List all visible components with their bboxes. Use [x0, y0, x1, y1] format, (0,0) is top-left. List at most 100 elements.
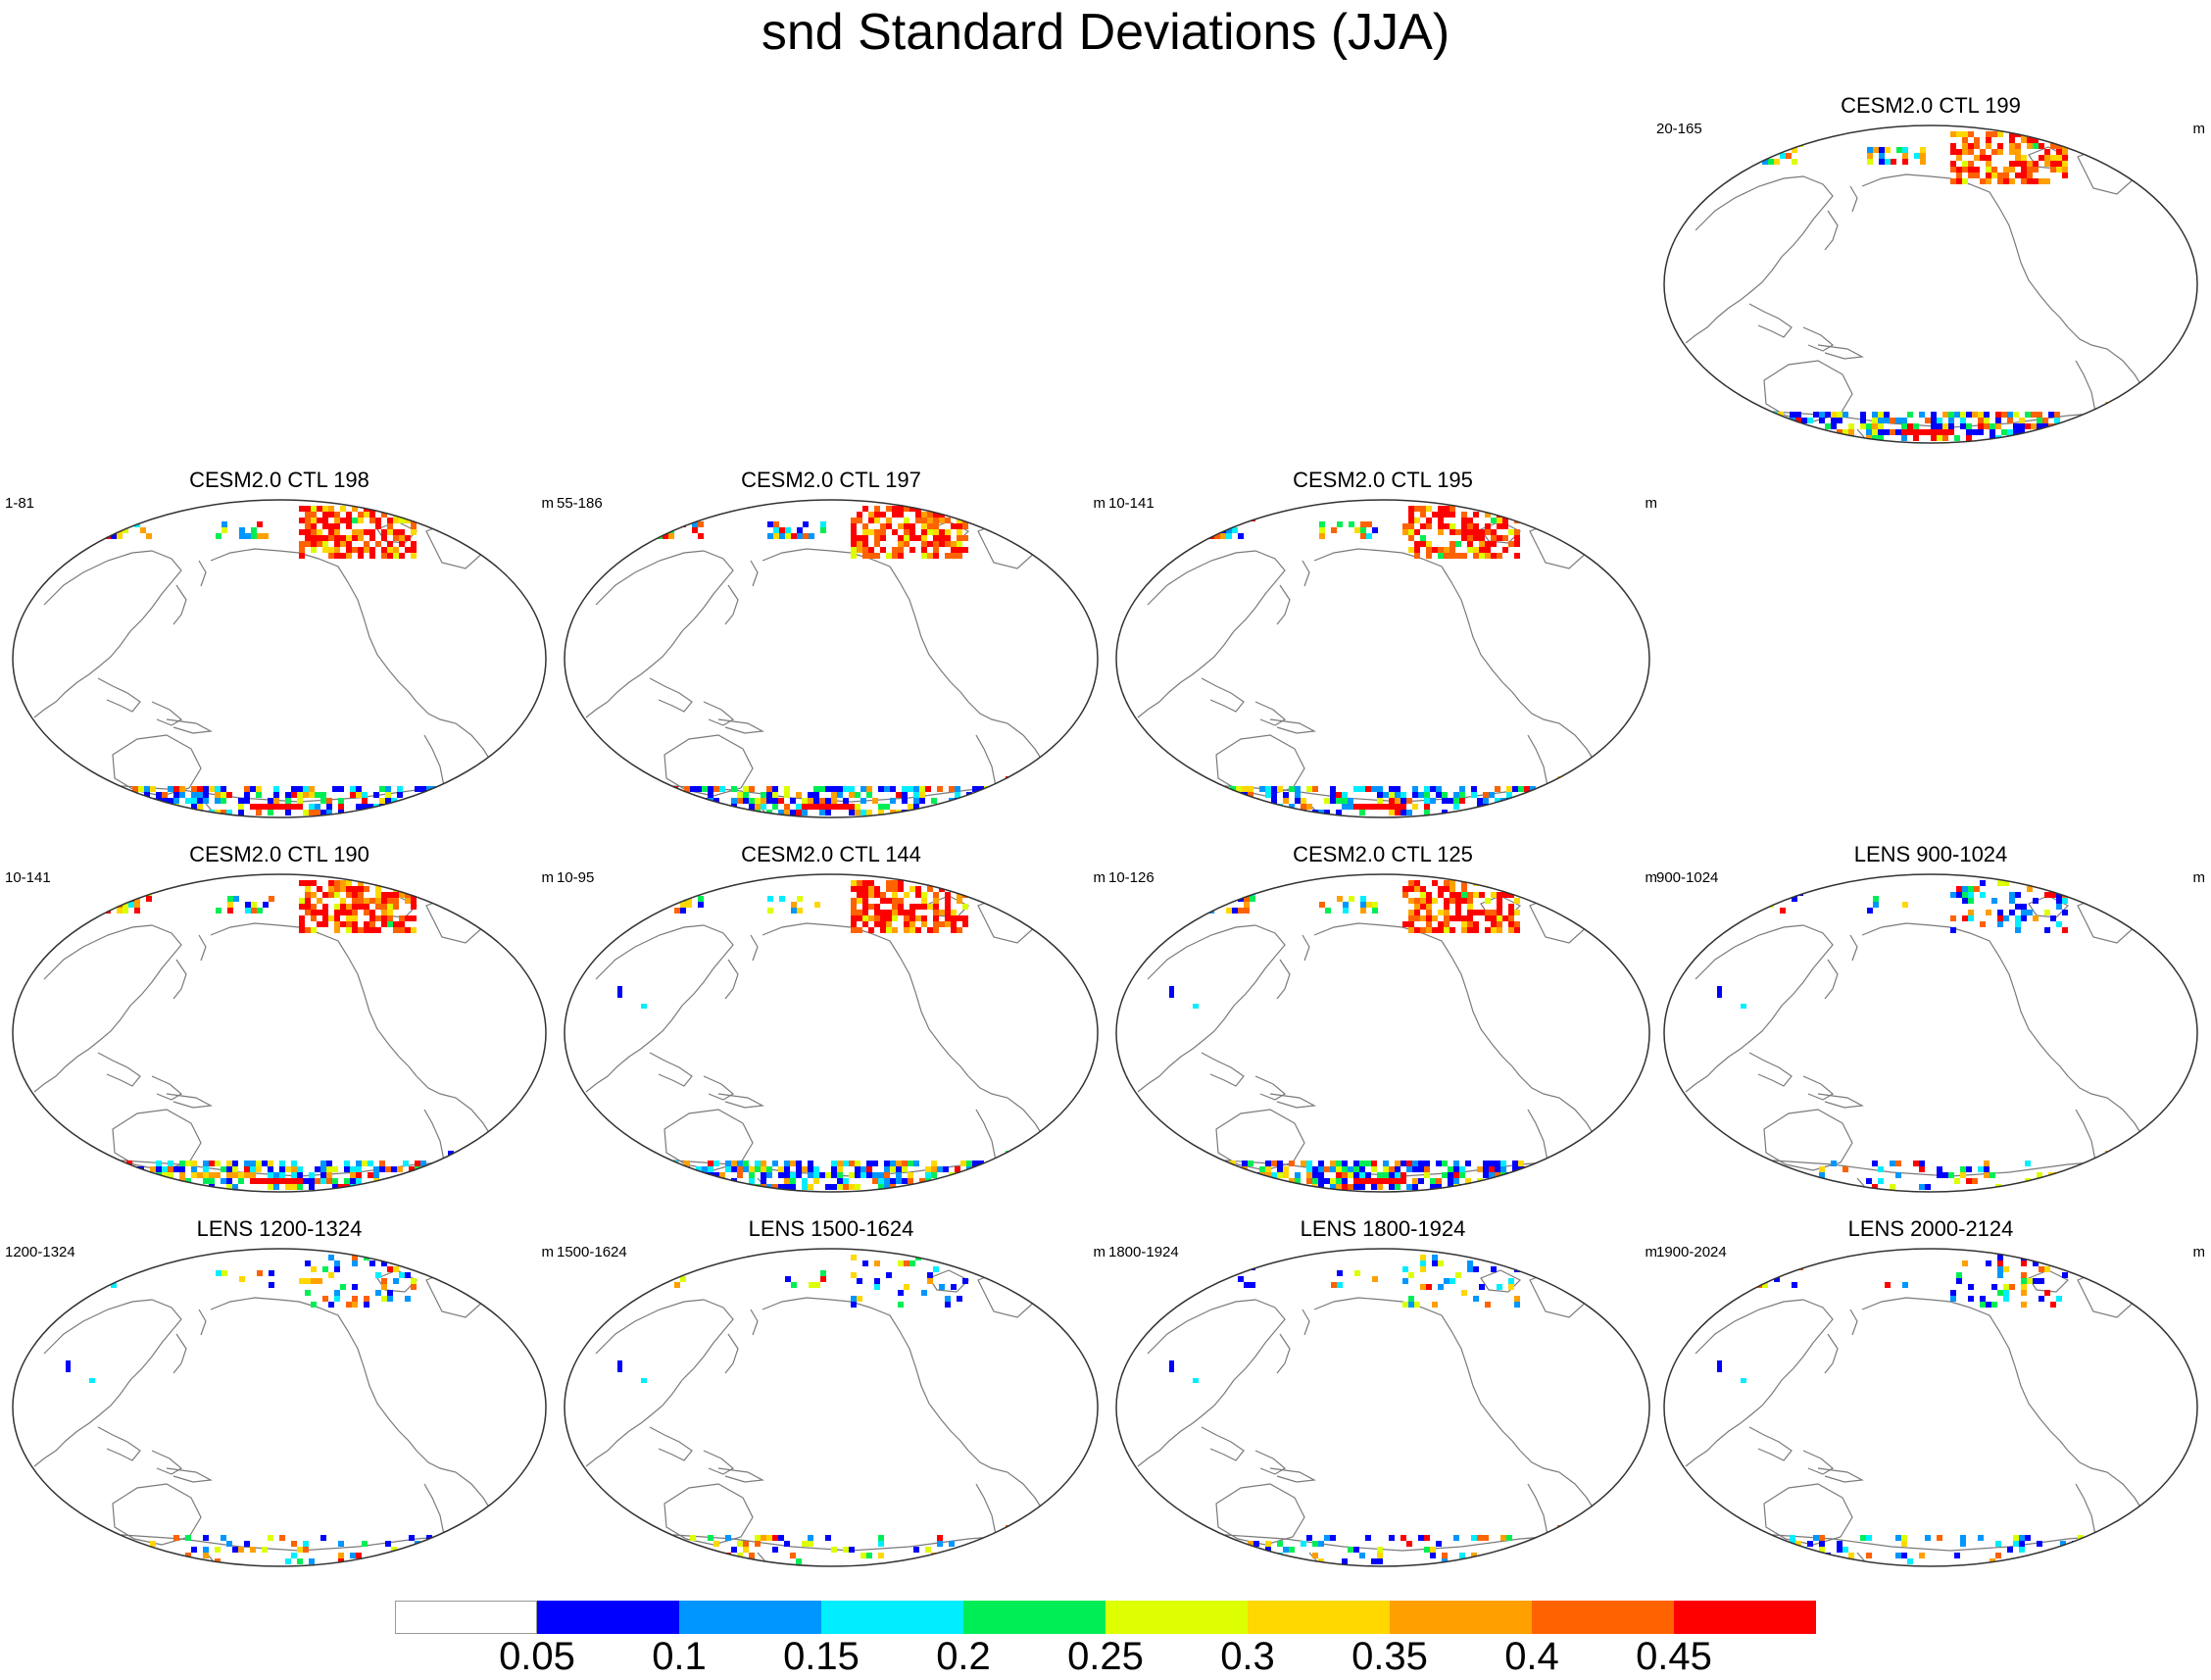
snow-depth-cell — [91, 1178, 97, 1184]
snow-depth-cell — [70, 521, 75, 527]
snow-depth-cell — [332, 1184, 338, 1190]
snow-depth-cell — [140, 527, 146, 533]
snow-depth-cell — [731, 1558, 737, 1564]
snow-depth-cell — [1966, 412, 1972, 418]
snow-depth-cell — [1173, 1264, 1179, 1270]
snow-depth-cell — [221, 798, 226, 804]
snow-depth-cell — [1007, 1547, 1013, 1553]
snow-depth-cell — [1557, 788, 1563, 794]
snow-depth-cell — [1007, 1553, 1013, 1558]
snow-depth-cell — [381, 915, 387, 921]
map-panel: CESM2.0 CTL 190 10-141 m — [5, 842, 554, 1205]
snow-depth-cell — [784, 810, 790, 815]
snow-depth-cell — [1780, 153, 1786, 159]
snow-depth-cell — [1013, 798, 1019, 804]
coastline — [423, 1109, 453, 1192]
snow-depth-cell — [1479, 553, 1485, 559]
snow-depth-cell — [305, 518, 311, 523]
snow-depth-cell — [868, 927, 874, 933]
snow-depth-cell — [1530, 798, 1536, 804]
snow-depth-cell — [1226, 516, 1232, 521]
snow-depth-cell — [2050, 167, 2056, 173]
snow-depth-cell — [862, 1260, 868, 1266]
snow-depth-cell — [1295, 798, 1301, 804]
snow-depth-cell — [1006, 1162, 1011, 1168]
snow-depth-cell — [1011, 1525, 1017, 1531]
snow-depth-cell — [645, 1276, 651, 1282]
snow-depth-cell — [2054, 1558, 2060, 1564]
snow-depth-cell — [1491, 880, 1497, 886]
snow-depth-cell — [1408, 506, 1414, 512]
snow-depth-cell — [1589, 1166, 1595, 1172]
snow-depth-cell — [1595, 798, 1600, 804]
snow-depth-cell — [708, 792, 713, 798]
snow-depth-cell — [2021, 173, 2027, 178]
snow-depth-cell — [328, 506, 334, 512]
snow-depth-cell — [904, 518, 909, 523]
coastline — [2077, 895, 2137, 944]
snow-depth-cell — [1277, 1166, 1283, 1172]
snow-depth-cell — [1473, 927, 1479, 933]
snow-depth-cell — [1962, 167, 1968, 173]
snow-depth-cell — [1348, 1184, 1353, 1190]
snow-depth-cell — [467, 1166, 473, 1172]
snow-depth-cell — [633, 884, 639, 890]
snow-depth-cell — [1563, 776, 1569, 782]
snow-depth-cell — [1183, 1166, 1189, 1172]
snow-depth-cell — [1408, 523, 1414, 529]
snow-depth-cell — [2044, 131, 2050, 137]
snow-depth-cell — [1013, 1184, 1019, 1190]
snow-depth-cell — [1485, 1255, 1491, 1260]
snow-depth-cell — [1436, 1178, 1442, 1184]
snow-depth-cell — [1901, 435, 1907, 441]
snow-depth-cell — [819, 798, 825, 804]
snow-depth-cell — [320, 810, 326, 815]
snow-depth-cell — [1444, 506, 1449, 512]
snow-depth-cell — [111, 902, 117, 908]
snow-depth-cell — [309, 1558, 315, 1564]
snow-depth-cell — [990, 1541, 996, 1547]
snow-depth-cell — [2027, 173, 2033, 178]
snow-depth-cell — [2003, 167, 2009, 173]
snow-depth-cell — [2044, 892, 2050, 898]
snow-depth-cell — [1766, 412, 1772, 418]
snow-depth-cell — [393, 927, 399, 933]
snow-depth-cell — [778, 1166, 784, 1172]
robinson-map — [1115, 1248, 1650, 1567]
snow-depth-cell — [674, 1264, 680, 1270]
snow-depth-cell — [796, 1172, 802, 1178]
snow-depth-cell — [1372, 902, 1378, 908]
coastline — [1748, 303, 1793, 338]
snow-depth-cell — [909, 921, 915, 927]
snow-depth-cell — [257, 521, 263, 527]
snow-depth-cell — [245, 908, 251, 914]
snow-depth-cell — [1937, 1166, 1942, 1172]
snow-depth-cell — [1000, 1566, 1006, 1572]
snow-depth-cell — [173, 798, 179, 804]
snow-depth-cell — [896, 1172, 902, 1178]
snow-depth-cell — [262, 804, 268, 810]
snow-depth-cell — [467, 1161, 473, 1166]
snow-depth-cell — [405, 506, 411, 512]
snow-depth-cell — [796, 1166, 802, 1172]
snow-depth-cell — [933, 518, 939, 523]
snow-depth-cell — [1491, 927, 1497, 933]
snow-depth-cell — [1848, 1553, 1854, 1558]
snow-depth-cell — [860, 798, 866, 804]
snow-depth-cell — [87, 884, 93, 890]
snow-depth-cell — [2099, 1531, 2105, 1537]
snow-depth-cell — [226, 1541, 232, 1547]
snow-depth-cell — [627, 521, 633, 527]
snow-depth-cell — [1762, 159, 1768, 165]
snow-depth-cell — [831, 786, 837, 792]
snow-depth-cell — [244, 786, 250, 792]
snow-depth-cell — [678, 1166, 684, 1172]
snow-depth-cell — [2033, 915, 2039, 921]
snow-depth-cell — [162, 1178, 168, 1184]
snow-depth-cell — [1937, 1172, 1942, 1178]
snow-depth-cell — [291, 1541, 297, 1547]
snow-depth-cell — [678, 792, 684, 798]
snow-depth-cell — [1449, 506, 1455, 512]
snow-depth-cell — [250, 1178, 256, 1184]
snow-depth-cell — [725, 1184, 731, 1190]
